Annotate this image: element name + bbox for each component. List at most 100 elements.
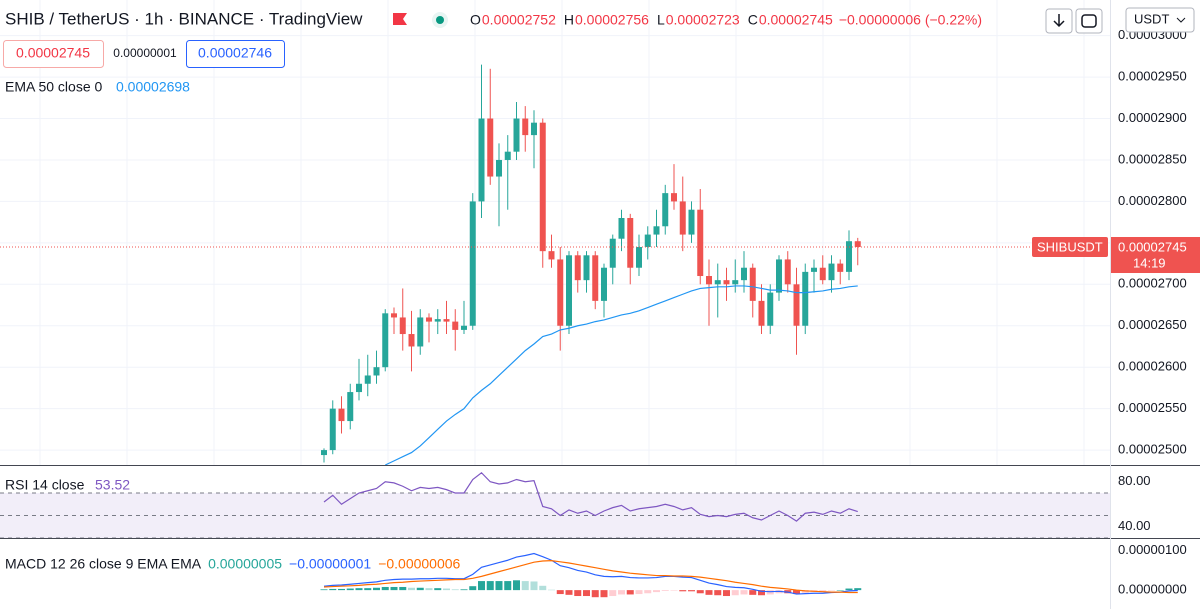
ohlc-value: 0.00002745	[759, 12, 833, 28]
symbol-tag-box	[1032, 237, 1108, 258]
histogram-bar	[486, 581, 494, 591]
reset-button[interactable]	[1075, 8, 1103, 34]
candle-body	[487, 118, 494, 177]
ohlc-key: H	[564, 12, 574, 28]
candle-body	[802, 271, 809, 326]
candle-body	[811, 267, 817, 272]
macd-value: −0.00000006	[378, 556, 460, 572]
histogram-bar	[495, 581, 503, 591]
histogram-bar	[478, 581, 485, 591]
histogram-bar	[539, 585, 547, 591]
reset-icon	[1081, 14, 1097, 28]
histogram-bar	[469, 586, 477, 591]
sell-button[interactable]	[3, 40, 104, 68]
candle-body	[793, 284, 800, 326]
candle-body	[749, 267, 756, 301]
rsi-legend: RSI 14 close	[5, 477, 85, 493]
candle-body	[443, 319, 450, 322]
candle-body	[583, 255, 590, 281]
ohlc: O 0.00002752 H 0.00002756 L 0.00002723 C 0.0000…	[470, 12, 982, 28]
ema-legend: EMA 50 close 0	[5, 79, 102, 95]
symbol: SHIB / TetherUS · 1h · BINANCE · Trading…	[5, 9, 363, 28]
currency: USDT	[1134, 11, 1169, 26]
candle-body	[469, 201, 476, 326]
candle-body	[417, 317, 424, 347]
histogram-bar	[723, 590, 730, 597]
candle-body	[408, 334, 415, 347]
histogram-bar	[399, 586, 407, 591]
y-tick-label: 0.00002650	[1118, 317, 1187, 332]
candle-body	[732, 280, 739, 285]
ohlc-key: C	[748, 12, 758, 28]
histogram-bar	[653, 590, 660, 593]
candle-body	[846, 241, 852, 272]
histogram-bar	[749, 590, 757, 595]
candle-body	[741, 267, 747, 281]
rsi-value: 53.52	[95, 477, 130, 493]
histogram-bar	[364, 588, 372, 591]
line	[323, 471, 858, 522]
histogram-bar	[836, 590, 844, 591]
currency-button[interactable]	[1125, 7, 1195, 33]
candle-body	[382, 313, 389, 368]
histogram-bar	[819, 590, 827, 592]
macd-value: −0.00000001	[289, 556, 371, 572]
candle-body	[373, 367, 380, 376]
ohlc-key: O	[470, 12, 481, 28]
candle-body	[706, 276, 712, 285]
candle-body	[688, 209, 695, 235]
histogram-bar	[845, 588, 853, 591]
candle-body	[723, 280, 730, 285]
candle-body	[644, 234, 651, 248]
candle-body	[531, 122, 537, 136]
candle-body	[391, 313, 397, 318]
candle-body	[452, 321, 459, 330]
histogram-bar	[583, 590, 590, 597]
line	[384, 285, 858, 465]
histogram-bar	[425, 588, 433, 591]
candle-body	[627, 217, 634, 268]
candle-body	[496, 159, 502, 177]
price-pane	[0, 0, 1110, 465]
line	[323, 552, 858, 595]
buy-button[interactable]	[186, 40, 285, 68]
candle-body	[329, 408, 336, 451]
candle-body	[548, 251, 555, 260]
histogram-bar	[679, 590, 687, 592]
candle-body	[653, 226, 660, 235]
macd-value: 0.00000005	[208, 556, 282, 572]
candle-body	[601, 267, 607, 301]
macd-legend: MACD 12 26 close 9 EMA EMA	[5, 556, 202, 572]
histogram-bar	[381, 586, 389, 591]
price-tag-box	[1111, 237, 1200, 274]
histogram-bar	[408, 587, 415, 591]
header: SHIB / TetherUS · 1h · BINANCE · Trading…	[3, 7, 1195, 95]
y-tick-label: 0.00002700	[1118, 276, 1187, 291]
histogram-bar	[530, 581, 538, 591]
ohlc-value: 0.00002723	[666, 12, 740, 28]
candle-body	[679, 201, 686, 235]
histogram-bar	[740, 590, 748, 595]
countdown: 14:19	[1133, 255, 1166, 270]
candle-body	[426, 317, 432, 322]
flag-icon[interactable]	[393, 13, 407, 25]
histogram-bar	[591, 590, 599, 598]
candle-body	[767, 292, 774, 326]
histogram-bar	[714, 590, 722, 596]
chevron	[1176, 17, 1186, 23]
candle-body	[338, 408, 345, 422]
candle-body	[522, 118, 529, 136]
y-tick-label: 0.00002850	[1118, 151, 1187, 166]
candle-body	[347, 392, 354, 422]
histogram-bar	[373, 587, 380, 591]
histogram-bar	[854, 588, 862, 591]
histogram-bar	[644, 590, 652, 594]
histogram-bar	[688, 590, 695, 592]
histogram-bar	[346, 588, 354, 591]
candle-body	[574, 255, 581, 281]
y-tick-label: 0.00000000	[1118, 582, 1187, 597]
candle-body	[714, 280, 721, 285]
ohlc-key: L	[657, 12, 665, 28]
